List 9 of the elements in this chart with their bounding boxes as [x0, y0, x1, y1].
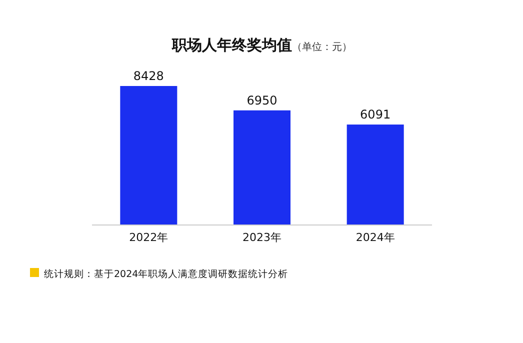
- chart-subtitle: （单位：元）: [292, 41, 352, 53]
- chart-title: 职场人年终奖均值: [171, 36, 292, 54]
- x-tick-label: 2023年: [242, 231, 282, 244]
- x-tick-label: 2022年: [129, 231, 168, 244]
- data-label: 8428: [133, 69, 164, 83]
- x-tick-label: 2024年: [356, 231, 395, 244]
- data-label: 6950: [246, 93, 278, 108]
- text: 统计规则：基于2024年职场人满意度调研数据统计分析: [44, 268, 288, 280]
- data-label: 6091: [360, 108, 391, 122]
